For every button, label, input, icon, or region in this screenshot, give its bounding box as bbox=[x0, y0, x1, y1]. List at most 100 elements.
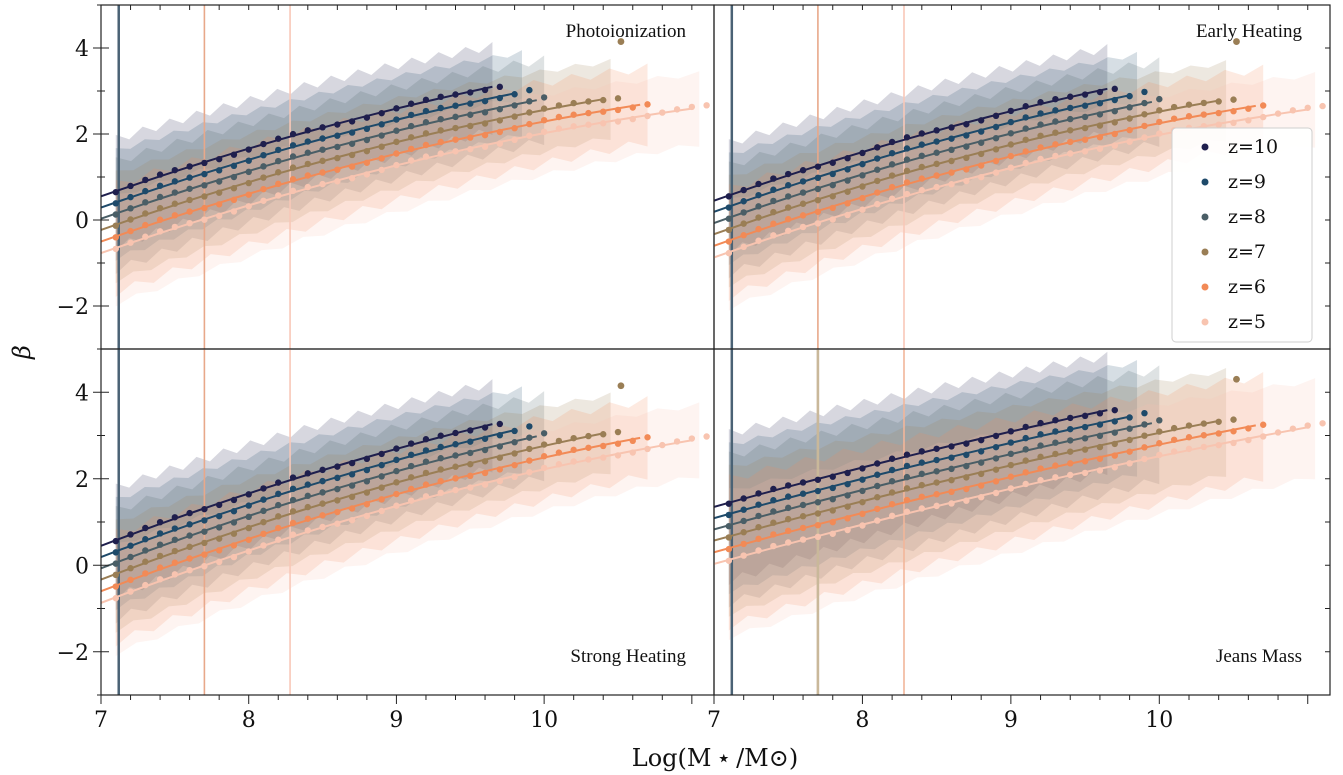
median-point-z7 bbox=[1052, 129, 1059, 136]
median-point-z7 bbox=[540, 441, 548, 448]
median-point-z5 bbox=[289, 187, 297, 195]
median-point-z6 bbox=[785, 527, 792, 535]
median-point-z9 bbox=[992, 443, 1000, 451]
median-point-z5 bbox=[844, 526, 851, 534]
median-point-z5 bbox=[467, 484, 474, 491]
median-point-z6 bbox=[799, 524, 807, 532]
median-point-z6 bbox=[378, 496, 385, 503]
median-point-z5 bbox=[1215, 441, 1222, 449]
median-point-z6 bbox=[1111, 130, 1118, 138]
median-point-z8 bbox=[363, 478, 371, 485]
median-point-z10 bbox=[725, 193, 733, 200]
median-point-z6 bbox=[407, 145, 415, 153]
median-point-z10 bbox=[260, 485, 267, 492]
median-point-z8 bbox=[393, 467, 400, 475]
median-point-z6 bbox=[348, 163, 356, 170]
median-point-z7 bbox=[363, 147, 371, 155]
median-point-z9 bbox=[319, 477, 326, 485]
median-point-z5 bbox=[1022, 159, 1029, 167]
median-point-z5 bbox=[977, 173, 985, 181]
median-point-z6 bbox=[770, 220, 777, 227]
median-point-z5 bbox=[977, 494, 985, 501]
median-point-z9 bbox=[422, 107, 430, 115]
median-point-z10 bbox=[112, 188, 119, 196]
median-point-z7 bbox=[348, 151, 356, 159]
median-point-z7 bbox=[230, 530, 238, 537]
median-point-z8 bbox=[127, 553, 134, 561]
median-point-z10 bbox=[260, 140, 267, 148]
median-point-z8 bbox=[275, 157, 282, 165]
median-point-z5 bbox=[1022, 480, 1029, 488]
panel-early-heating: Early Heating z=10 z=9 z=8 z=7 z=6 z=5 bbox=[713, 4, 1331, 350]
median-point-z6 bbox=[555, 113, 563, 121]
median-point-z7 bbox=[977, 150, 985, 158]
median-point-z6 bbox=[963, 485, 970, 493]
median-point-z6 bbox=[1126, 448, 1133, 455]
y-tick-label: 4 bbox=[75, 37, 89, 62]
median-point-z5 bbox=[888, 512, 896, 520]
median-point-z5 bbox=[1052, 474, 1059, 481]
median-point-z10 bbox=[829, 473, 836, 480]
scatter-band-z5 bbox=[728, 72, 1316, 311]
median-point-z10 bbox=[142, 176, 149, 184]
median-point-z6 bbox=[496, 128, 504, 136]
median-point-z9 bbox=[481, 97, 489, 105]
median-point-z10 bbox=[1007, 107, 1015, 115]
median-point-z9 bbox=[948, 454, 955, 461]
median-point-z5 bbox=[629, 449, 636, 456]
median-point-z10 bbox=[888, 455, 896, 462]
median-point-z7 bbox=[112, 222, 119, 229]
median-point-z10 bbox=[304, 470, 311, 477]
median-point-z5 bbox=[1156, 451, 1163, 459]
median-point-z8 bbox=[725, 215, 733, 222]
median-point-z5 bbox=[171, 571, 179, 578]
median-point-z5 bbox=[1052, 152, 1059, 160]
median-point-z8 bbox=[378, 132, 385, 139]
median-point-z8 bbox=[275, 501, 282, 509]
median-point-z7 bbox=[1037, 132, 1044, 139]
median-point-z6 bbox=[142, 570, 149, 577]
scatter-band-z10 bbox=[115, 379, 493, 602]
median-point-z7 bbox=[1081, 446, 1089, 453]
median-point-z6 bbox=[260, 185, 267, 193]
median-point-z5 bbox=[171, 223, 179, 231]
median-point-z5 bbox=[740, 243, 747, 251]
x-axis-label: Log(M ⋆ /M⊙) bbox=[632, 744, 798, 772]
median-point-z8 bbox=[963, 462, 970, 470]
median-point-z9 bbox=[407, 451, 415, 459]
median-point-z9 bbox=[1052, 107, 1059, 114]
median-point-z5 bbox=[1274, 110, 1282, 117]
median-point-z6 bbox=[977, 162, 985, 169]
median-point-z6 bbox=[1200, 432, 1208, 439]
median-point-z6 bbox=[245, 536, 252, 543]
median-point-z5 bbox=[1126, 460, 1133, 467]
median-point-z5 bbox=[467, 145, 474, 153]
median-point-z8 bbox=[127, 205, 134, 212]
median-point-z6 bbox=[186, 555, 193, 562]
legend-marker bbox=[1201, 248, 1209, 256]
median-point-z8 bbox=[289, 153, 297, 160]
median-point-z5 bbox=[496, 140, 504, 147]
median-point-z10 bbox=[378, 109, 385, 117]
median-point-z6 bbox=[740, 232, 747, 239]
median-point-z5 bbox=[600, 120, 607, 127]
legend: z=10 z=9 z=8 z=7 z=6 z=5 bbox=[1171, 127, 1313, 343]
median-point-z10 bbox=[1022, 423, 1029, 431]
median-point-z5 bbox=[1007, 164, 1015, 171]
median-point-z6 bbox=[859, 510, 866, 518]
median-point-z6 bbox=[437, 138, 444, 146]
median-point-z7 bbox=[600, 96, 607, 104]
median-point-z8 bbox=[1037, 121, 1044, 128]
median-point-z8 bbox=[422, 458, 430, 465]
median-point-z8 bbox=[1111, 107, 1118, 115]
median-point-z9 bbox=[874, 155, 881, 162]
x-tick-label: 10 bbox=[1145, 708, 1173, 733]
median-point-z7 bbox=[171, 547, 179, 555]
median-point-z9 bbox=[112, 549, 119, 556]
median-point-z10 bbox=[230, 496, 238, 504]
median-point-z5 bbox=[614, 452, 622, 459]
median-point-z10 bbox=[829, 159, 836, 166]
median-point-z5 bbox=[1260, 113, 1267, 121]
median-point-z5 bbox=[275, 192, 282, 199]
median-point-z7 bbox=[1185, 101, 1193, 108]
